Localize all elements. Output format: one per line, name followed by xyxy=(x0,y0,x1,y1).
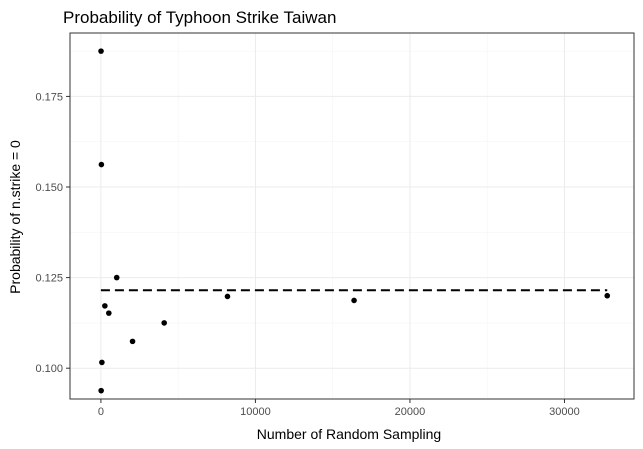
data-point xyxy=(98,387,104,394)
x-tick-label: 30000 xyxy=(549,406,580,418)
y-tick-label: 0.125 xyxy=(35,273,63,285)
x-tick-label: 0 xyxy=(98,406,104,418)
points-layer xyxy=(98,48,611,394)
data-point xyxy=(99,359,105,366)
ticks-layer: 0 10000 20000 30000 0.100 0.125 0.150 0.175 xyxy=(35,91,579,418)
data-point xyxy=(604,292,611,299)
data-point xyxy=(113,274,120,281)
y-axis-title: Probability of n.strike = 0 xyxy=(7,140,23,294)
data-point xyxy=(129,338,136,345)
data-point xyxy=(161,320,167,326)
x-axis-title: Number of Random Sampling xyxy=(257,426,441,442)
y-tick-label: 0.175 xyxy=(35,91,63,103)
chart-title: Probability of Typhoon Strike Taiwan xyxy=(63,8,336,27)
grid xyxy=(70,33,634,399)
panel-border xyxy=(69,32,635,400)
y-tick-label: 0.100 xyxy=(35,363,63,375)
data-point xyxy=(98,48,104,54)
x-tick-label: 20000 xyxy=(395,406,426,418)
x-tick-label: 10000 xyxy=(240,406,271,418)
data-point xyxy=(351,297,357,304)
data-point xyxy=(98,161,105,168)
data-point xyxy=(102,303,108,309)
data-point xyxy=(106,310,112,316)
data-point xyxy=(224,293,231,300)
y-tick-label: 0.150 xyxy=(35,182,63,194)
